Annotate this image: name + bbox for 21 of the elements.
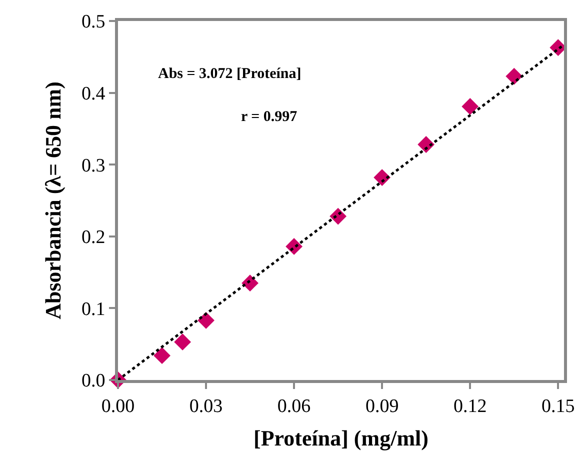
x-tick-label: 0.09 [365,396,399,417]
y-tick-label: 0.3 [81,155,106,176]
annotation: r = 0.997 [241,109,298,125]
point [198,312,214,329]
x-tick-label: 0.03 [189,396,223,417]
y-tick-label: 0.5 [81,12,106,33]
point [462,98,479,115]
y-axis-title: Absorbancia (λ= 650 nm) [40,82,66,320]
y-tick-label: 0.2 [81,227,106,248]
x-tick-label: 0.15 [542,396,575,417]
point [174,334,191,350]
x-tick-label: 0.06 [277,396,311,417]
x-tick-label: 0.12 [453,396,487,417]
y-tick-label: 0.4 [81,83,106,104]
y-tick-label: 0.0 [81,370,106,392]
annotation: Abs = 3.072 [Proteína] [158,66,302,82]
point [506,68,523,85]
x-axis-title: [Proteína] (mg/ml) [254,426,428,451]
x-tick-label: 0.00 [101,396,135,417]
point [154,347,170,364]
y-tick-label: 0.1 [81,298,106,320]
